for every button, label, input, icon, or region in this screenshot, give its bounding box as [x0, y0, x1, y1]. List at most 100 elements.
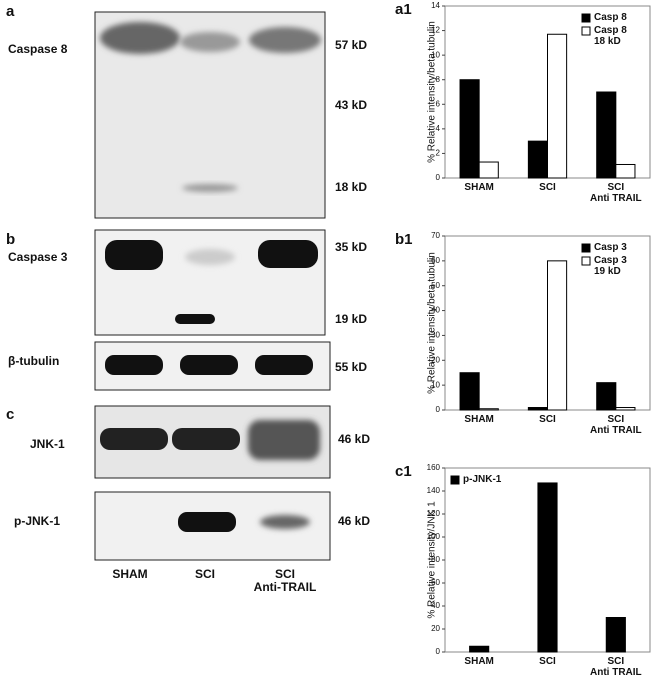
- marker-label: 18 kD: [335, 180, 367, 194]
- bar: [547, 260, 568, 411]
- y-tick-label: 30: [431, 331, 440, 340]
- marker-label: 46 kD: [338, 432, 370, 446]
- x-tick-label: SHAM: [464, 182, 494, 193]
- panel-label: c: [6, 406, 14, 423]
- y-tick-label: 70: [431, 231, 440, 240]
- lane-label: SCI Anti-TRAIL: [253, 567, 317, 595]
- bar: [615, 407, 636, 411]
- y-tick-label: 60: [431, 578, 440, 587]
- protein-label: Caspase 3: [8, 250, 68, 264]
- bar: [615, 163, 636, 179]
- y-tick-label: 6: [436, 99, 441, 108]
- band: [255, 355, 313, 375]
- y-tick-label: 50: [431, 281, 440, 290]
- x-tick-label: SCI Anti TRAIL: [590, 414, 642, 436]
- y-tick-label: 80: [431, 555, 440, 564]
- band: [178, 512, 236, 532]
- y-axis-label: % Relative intensity/JNK 1: [427, 501, 438, 619]
- bar: [478, 408, 499, 411]
- legend-label: Casp 8: [594, 12, 627, 23]
- bar: [596, 91, 617, 179]
- y-tick-label: 20: [431, 624, 440, 633]
- bar: [605, 617, 626, 653]
- band: [258, 240, 318, 268]
- y-tick-label: 2: [436, 149, 441, 158]
- x-tick-label: SCI: [539, 414, 556, 425]
- band: [172, 428, 240, 450]
- panel-label: b: [6, 231, 15, 248]
- marker-label: 19 kD: [335, 312, 367, 326]
- marker-label: 43 kD: [335, 98, 367, 112]
- marker-label: 57 kD: [335, 38, 367, 52]
- band: [182, 184, 238, 192]
- band: [248, 420, 320, 460]
- band: [100, 428, 168, 450]
- panel-label: b1: [395, 231, 413, 248]
- protein-label: β-tubulin: [8, 354, 59, 368]
- x-tick-label: SHAM: [464, 414, 494, 425]
- bar: [527, 407, 548, 411]
- protein-label: p-JNK-1: [14, 514, 60, 528]
- legend-swatch: [581, 13, 591, 23]
- panel-label: a1: [395, 1, 412, 18]
- band: [185, 249, 235, 265]
- y-tick-label: 40: [431, 306, 440, 315]
- y-tick-label: 100: [427, 532, 441, 541]
- legend-label: p-JNK-1: [463, 474, 502, 485]
- band: [175, 314, 215, 324]
- legend-label: Casp 3 19 kD: [594, 255, 627, 277]
- x-tick-label: SCI Anti TRAIL: [590, 656, 642, 678]
- legend-label: Casp 3: [594, 242, 627, 253]
- marker-label: 35 kD: [335, 240, 367, 254]
- panel-label: c1: [395, 463, 412, 480]
- y-tick-label: 10: [431, 50, 440, 59]
- band: [180, 32, 240, 52]
- lane-label: SCI: [194, 567, 215, 581]
- bar: [459, 372, 480, 411]
- y-tick-label: 0: [436, 405, 441, 414]
- bar: [547, 33, 568, 179]
- protein-label: Caspase 8: [8, 42, 68, 56]
- y-axis-label: % Relative intensity/beta tubulin: [427, 252, 438, 394]
- band: [249, 27, 321, 53]
- y-axis-label: % Relative intensity/beta tubulin: [427, 21, 438, 163]
- legend-label: Casp 8 18 kD: [594, 25, 627, 47]
- band: [180, 355, 238, 375]
- band: [105, 355, 163, 375]
- y-tick-label: 140: [427, 486, 441, 495]
- protein-label: JNK-1: [30, 437, 65, 451]
- y-tick-label: 40: [431, 601, 440, 610]
- y-tick-label: 60: [431, 256, 440, 265]
- y-tick-label: 160: [427, 463, 441, 472]
- legend-swatch: [581, 256, 591, 266]
- x-tick-label: SCI Anti TRAIL: [590, 182, 642, 204]
- lane-label: SHAM: [112, 567, 148, 581]
- marker-label: 55 kD: [335, 360, 367, 374]
- y-tick-label: 10: [431, 380, 440, 389]
- marker-label: 46 kD: [338, 514, 370, 528]
- y-tick-label: 8: [436, 75, 441, 84]
- bar: [527, 140, 548, 179]
- legend-swatch: [450, 475, 460, 485]
- legend-swatch: [581, 243, 591, 253]
- x-tick-label: SCI: [539, 656, 556, 667]
- bar: [469, 645, 490, 653]
- y-tick-label: 0: [436, 173, 441, 182]
- y-tick-label: 12: [431, 26, 440, 35]
- x-tick-label: SHAM: [464, 656, 494, 667]
- band: [260, 515, 310, 529]
- legend-swatch: [581, 26, 591, 36]
- y-tick-label: 120: [427, 509, 441, 518]
- bar: [596, 382, 617, 411]
- y-tick-label: 20: [431, 355, 440, 364]
- bar: [459, 79, 480, 179]
- bar: [537, 482, 558, 653]
- band: [100, 22, 180, 54]
- bar: [478, 161, 499, 179]
- x-tick-label: SCI: [539, 182, 556, 193]
- y-tick-label: 4: [436, 124, 441, 133]
- y-tick-label: 0: [436, 647, 441, 656]
- y-tick-label: 14: [431, 1, 440, 10]
